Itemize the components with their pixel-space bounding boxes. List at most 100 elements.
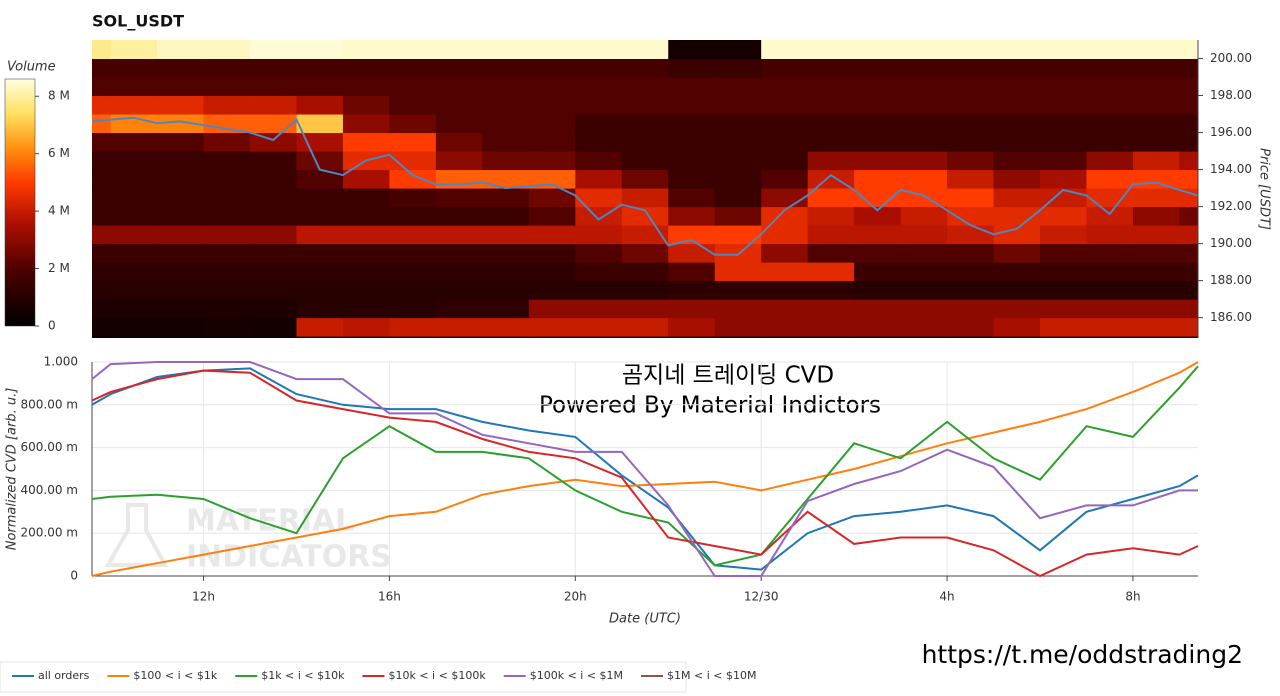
heatmap-cell: [482, 151, 530, 171]
heatmap-cell: [296, 95, 344, 115]
heatmap-cell: [854, 225, 902, 245]
heatmap-cell: [528, 58, 576, 78]
heatmap-cell: [993, 132, 1041, 152]
heatmap-cell: [482, 169, 530, 189]
heatmap-cell: [854, 40, 902, 60]
y-tick-label: 800.00 m: [21, 397, 79, 411]
heatmap-cell: [250, 299, 297, 319]
heatmap-cell: [900, 58, 948, 78]
heatmap-cell: [761, 95, 809, 115]
heatmap-cell: [807, 299, 855, 319]
heatmap-cell: [435, 206, 483, 226]
heatmap-cell: [807, 77, 855, 97]
heatmap-cell: [482, 114, 530, 134]
heatmap-cell: [528, 114, 576, 134]
heatmap-cell: [250, 58, 297, 78]
heatmap-cell: [761, 225, 809, 245]
heatmap-cell: [296, 58, 344, 78]
heatmap-cell: [250, 243, 297, 263]
heatmap-cell: [1132, 169, 1180, 189]
heatmap-cell: [250, 206, 297, 226]
heatmap-cell: [389, 280, 437, 300]
heatmap-cell: [1179, 299, 1198, 319]
heatmap-cell: [807, 132, 855, 152]
heatmap-cell: [389, 114, 437, 134]
heatmap-cell: [203, 317, 251, 337]
legend-label: $1M < i < $10M: [667, 669, 756, 682]
heatmap-cell: [1179, 151, 1198, 171]
heatmap-cell: [761, 243, 809, 263]
heatmap-cell: [900, 299, 948, 319]
heatmap-cell: [1086, 262, 1134, 282]
heatmap-cell: [1132, 280, 1180, 300]
heatmap-cell: [1086, 114, 1134, 134]
heatmap-cell: [1040, 206, 1087, 226]
heatmap-cell: [621, 58, 669, 78]
heatmap-cell: [947, 114, 995, 134]
y-tick-label: 194.00: [1210, 162, 1252, 176]
heatmap-cell: [621, 280, 669, 300]
heatmap-cell: [157, 188, 205, 208]
heatmap-cell: [668, 243, 716, 263]
heatmap-cell: [482, 40, 530, 60]
heatmap-cell: [900, 225, 948, 245]
heatmap-cell: [296, 169, 344, 189]
colorbar: [4, 78, 36, 327]
heatmap-cell: [435, 169, 483, 189]
heatmap-cell: [947, 243, 995, 263]
heatmap-cell: [389, 169, 437, 189]
heatmap-cell: [482, 58, 530, 78]
heatmap-cell: [621, 169, 669, 189]
heatmap-cell: [1179, 95, 1198, 115]
heatmap-cell: [389, 95, 437, 115]
heatmap-cell: [342, 243, 390, 263]
heatmap: [92, 40, 1198, 337]
heatmap-cell: [157, 151, 205, 171]
heatmap-cell: [528, 243, 576, 263]
heatmap-cell: [296, 188, 344, 208]
series-line: [91, 367, 1199, 571]
heatmap-cell: [203, 280, 251, 300]
heatmap-cell: [342, 95, 390, 115]
heatmap-cell: [900, 280, 948, 300]
heatmap-cell: [1132, 225, 1180, 245]
heatmap-cell: [854, 243, 902, 263]
chart-title: SOL_USDT: [92, 12, 184, 31]
heatmap-cell: [714, 188, 762, 208]
heatmap-cell: [1040, 40, 1087, 60]
heatmap-cell: [1132, 206, 1180, 226]
heatmap-cell: [342, 317, 390, 337]
heatmap-cell: [482, 299, 530, 319]
heatmap-cell: [900, 206, 948, 226]
heatmap-cell: [807, 280, 855, 300]
heatmap-cell: [668, 188, 716, 208]
heatmap-cell: [482, 77, 530, 97]
heatmap-cell: [482, 280, 530, 300]
heatmap-cell: [157, 243, 205, 263]
colorbar-tick-label: 0: [48, 319, 56, 333]
heatmap-cell: [389, 225, 437, 245]
heatmap-cell: [92, 40, 112, 60]
legend-label: all orders: [38, 669, 90, 682]
heatmap-cell: [296, 299, 344, 319]
heatmap-cell: [342, 206, 390, 226]
heatmap-cell: [621, 132, 669, 152]
heatmap-cell: [668, 317, 716, 337]
heatmap-cell: [668, 280, 716, 300]
heatmap-cell: [482, 132, 530, 152]
heatmap-cell: [1179, 243, 1198, 263]
heatmap-cell: [761, 77, 809, 97]
heatmap-cell: [389, 317, 437, 337]
heatmap-cell: [435, 243, 483, 263]
heatmap-cell: [1040, 58, 1087, 78]
heatmap-cell: [854, 58, 902, 78]
legend-label: $100 < i < $1k: [133, 669, 217, 682]
heatmap-cell: [435, 77, 483, 97]
heatmap-cell: [1132, 114, 1180, 134]
heatmap-cell: [854, 262, 902, 282]
heatmap-cell: [250, 77, 297, 97]
heatmap-cell: [1040, 114, 1087, 134]
heatmap-cell: [110, 132, 158, 152]
heatmap-cell: [1132, 151, 1180, 171]
